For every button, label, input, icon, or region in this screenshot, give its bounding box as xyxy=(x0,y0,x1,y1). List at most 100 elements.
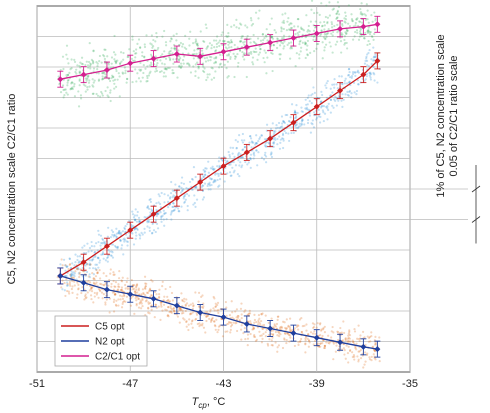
scatter-point xyxy=(66,81,69,84)
data-point xyxy=(150,55,157,62)
scatter-point xyxy=(307,345,310,348)
scatter-point xyxy=(65,91,68,94)
scatter-point xyxy=(295,123,298,126)
scatter-point xyxy=(85,296,88,299)
scatter-point xyxy=(166,313,170,317)
scatter-point xyxy=(217,174,220,178)
scatter-point xyxy=(201,52,204,55)
scatter-point xyxy=(100,291,104,294)
scatter-point xyxy=(293,109,297,112)
scatter-point xyxy=(264,51,267,54)
data-point xyxy=(57,76,64,83)
scatter-point xyxy=(133,283,136,287)
scatter-point xyxy=(135,284,139,287)
scatter-point xyxy=(146,65,149,68)
scatter-point xyxy=(195,198,199,201)
scatter-point xyxy=(77,287,80,290)
scatter-point xyxy=(356,79,359,82)
scatter-point xyxy=(270,17,273,20)
scatter-point xyxy=(147,306,150,309)
scatter-point xyxy=(371,20,374,23)
scatter-point xyxy=(237,27,241,30)
scatter-point xyxy=(320,90,323,93)
scatter-point xyxy=(144,287,147,290)
scatter-point xyxy=(126,77,129,81)
scatter-point xyxy=(246,34,249,38)
scatter-point xyxy=(111,74,114,77)
scatter-point xyxy=(286,113,289,117)
scatter-point xyxy=(328,41,331,44)
scatter-point xyxy=(333,98,336,101)
scatter-point xyxy=(125,77,129,80)
scatter-point xyxy=(263,138,267,141)
scatter-point xyxy=(298,122,301,125)
scatter-point xyxy=(249,50,253,54)
scatter-point xyxy=(150,34,154,37)
scatter-point xyxy=(178,307,182,310)
scatter-point xyxy=(92,258,95,261)
scatter-point xyxy=(228,171,232,174)
scatter-point xyxy=(99,289,102,293)
scatter-point xyxy=(319,121,322,124)
scatter-point xyxy=(234,57,237,60)
scatter-point xyxy=(143,43,146,46)
scatter-point xyxy=(162,75,165,78)
scatter-point xyxy=(60,286,63,289)
scatter-point xyxy=(317,115,320,118)
scatter-point xyxy=(352,81,356,85)
scatter-point xyxy=(300,27,303,30)
scatter-point xyxy=(305,103,308,106)
scatter-point xyxy=(320,2,323,5)
scatter-point xyxy=(353,327,356,331)
scatter-point xyxy=(281,13,284,16)
data-point xyxy=(197,309,204,316)
scatter-point xyxy=(309,131,313,134)
scatter-point xyxy=(343,38,346,42)
scatter-point xyxy=(225,306,228,309)
scatter-point xyxy=(296,324,299,327)
scatter-point xyxy=(218,184,221,187)
scatter-point xyxy=(319,322,322,325)
scatter-point xyxy=(78,64,81,68)
scatter-point xyxy=(192,42,195,45)
scatter-point xyxy=(86,291,89,294)
scatter-point xyxy=(78,273,81,276)
scatter-point xyxy=(261,327,265,330)
scatter-point xyxy=(258,136,262,139)
scatter-point xyxy=(166,314,169,318)
scatter-point xyxy=(221,39,225,43)
scatter-point xyxy=(59,68,62,72)
scatter-point xyxy=(117,283,120,286)
scatter-point xyxy=(225,67,228,70)
scatter-point xyxy=(228,46,231,49)
scatter-point xyxy=(181,309,184,313)
scatter-point xyxy=(168,56,171,59)
scatter-point xyxy=(106,260,109,263)
scatter-point xyxy=(252,152,255,156)
scatter-point xyxy=(121,295,124,298)
scatter-point xyxy=(226,47,229,50)
scatter-point xyxy=(103,57,106,61)
scatter-point xyxy=(212,295,215,299)
scatter-point xyxy=(115,235,118,238)
scatter-point xyxy=(138,237,142,240)
scatter-point xyxy=(135,52,138,55)
scatter-point xyxy=(244,338,247,341)
scatter-point xyxy=(306,103,309,106)
scatter-point xyxy=(357,83,360,86)
scatter-point xyxy=(219,53,222,56)
scatter-point xyxy=(299,124,302,127)
scatter-point xyxy=(183,46,186,49)
scatter-point xyxy=(253,313,256,316)
scatter-point xyxy=(194,205,197,208)
scatter-point xyxy=(282,120,285,123)
scatter-point xyxy=(364,14,367,17)
scatter-point xyxy=(149,211,152,214)
scatter-point xyxy=(156,58,159,62)
scatter-point xyxy=(214,57,218,60)
scatter-point xyxy=(374,342,377,346)
scatter-point xyxy=(271,333,275,337)
scatter-point xyxy=(78,271,81,274)
scatter-point xyxy=(164,211,167,215)
x-axis-label-unit: , °C xyxy=(207,396,226,408)
